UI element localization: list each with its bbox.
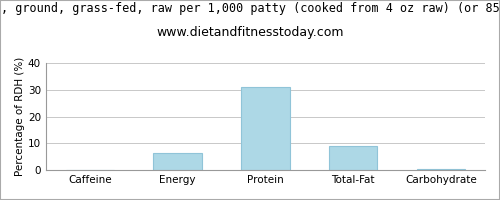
Text: www.dietandfitnesstoday.com: www.dietandfitnesstoday.com: [156, 26, 344, 39]
Bar: [241, 87, 290, 170]
Bar: [417, 169, 465, 170]
Bar: [329, 146, 378, 170]
Bar: [154, 153, 202, 170]
Text: , ground, grass-fed, raw per 1,000 patty (cooked from 4 oz raw) (or 85: , ground, grass-fed, raw per 1,000 patty…: [0, 2, 500, 15]
Y-axis label: Percentage of RDH (%): Percentage of RDH (%): [15, 57, 25, 176]
